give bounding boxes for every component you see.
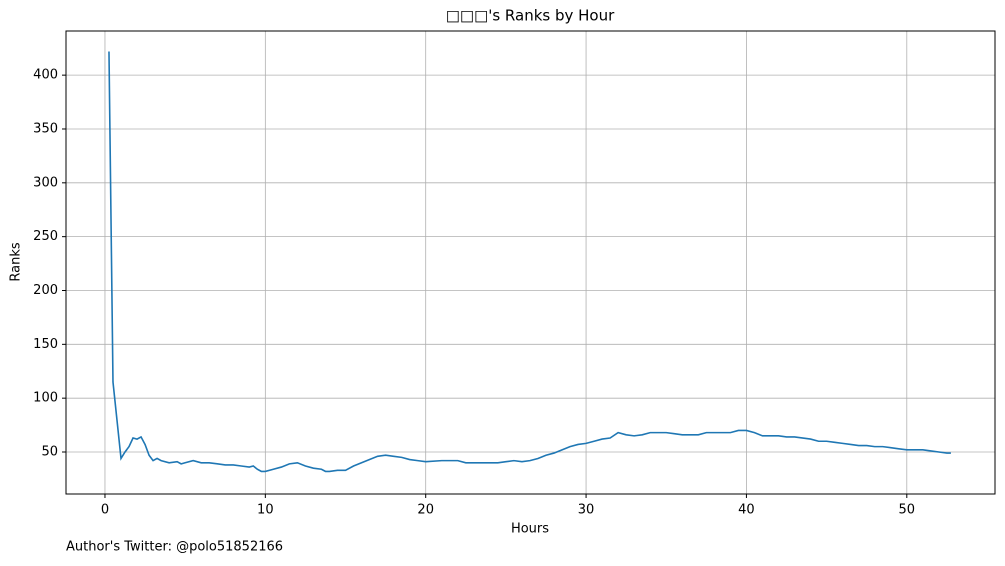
y-tick-label: 150 — [33, 337, 58, 352]
x-tick-label: 50 — [899, 503, 916, 518]
y-tick-label: 100 — [33, 391, 58, 406]
y-tick-label: 400 — [33, 68, 58, 83]
grid — [66, 31, 995, 494]
axes-frame — [65, 30, 996, 495]
x-axis-label: Hours — [511, 522, 549, 537]
y-axis-label: Ranks — [9, 242, 24, 281]
x-tick-label: 40 — [738, 503, 755, 518]
y-tick-label: 350 — [33, 121, 58, 136]
x-tick-label: 10 — [257, 503, 274, 518]
y-tick-label: 300 — [33, 175, 58, 190]
x-tick-label: 0 — [101, 503, 109, 518]
plot — [108, 51, 951, 473]
footer: Author's Twitter: @polo51852166 — [66, 540, 283, 555]
data-line — [108, 51, 951, 473]
x-tick-label: 30 — [578, 503, 595, 518]
x-tick-label: 20 — [417, 503, 434, 518]
y-tick-label: 250 — [33, 229, 58, 244]
chart-title: □□□'s Ranks by Hour — [446, 7, 615, 25]
y-tick-label: 50 — [41, 445, 58, 460]
y-tick-label: 200 — [33, 283, 58, 298]
